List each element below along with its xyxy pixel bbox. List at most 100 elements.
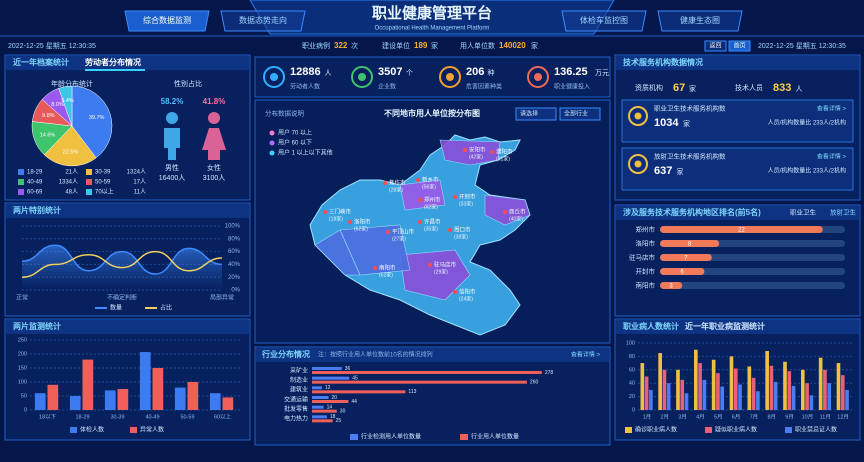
legend-label: 70以上 [95,188,114,196]
city-dot [323,210,327,214]
bar-value: 18 [330,414,336,420]
nav-tab[interactable] [561,10,647,32]
nav-tab[interactable] [657,10,743,32]
y-tick-label: 0% [231,288,240,294]
gender-label: 女性 [207,163,221,172]
bar [823,369,827,410]
summary-unit: 人 [796,85,803,93]
line-series [21,250,223,278]
map-select-label[interactable]: 请选择 [520,110,538,118]
bar-value: 113 [408,389,416,395]
city-count: (42家) [469,153,483,160]
stat-value: 3507 [378,66,402,78]
panel-tab[interactable]: 职业卫生 [790,208,817,217]
bar [139,352,151,410]
stat-value: 136.25 [554,66,588,78]
legend-label: 用户 70 以上 [278,129,312,137]
bar [827,383,832,410]
nav-tab[interactable] [124,10,210,32]
y-tick-label: 20% [228,275,241,281]
panel-title-bar [6,320,249,334]
map-region [399,249,471,301]
y-tick-label: 150 [18,365,27,371]
bar [765,351,769,410]
city-dot [373,266,377,270]
bar [312,400,349,403]
legend-swatch [18,169,24,175]
bar [729,356,734,410]
city-name: 新乡市 [422,175,439,183]
city-dot [383,181,387,185]
nav-tab-label[interactable]: 数据态势走向 [239,15,287,25]
legend-count: 1324人 [127,169,146,176]
city-count: (28家) [389,186,403,193]
bar [666,383,671,410]
city-dot [418,220,422,224]
stat-icon [270,73,278,81]
panel-title-bar [6,204,249,218]
legend-label: 体检人数 [80,426,104,434]
bar [312,390,406,394]
y-tick-label: 采矿业 [290,366,308,374]
rank-label: 开封市 [636,267,656,276]
city-dot [490,150,494,154]
map-region [399,179,446,211]
city-dot [453,195,457,199]
bar [152,368,164,410]
bar [82,359,94,410]
map-select[interactable] [559,107,601,121]
city-count: (29家) [434,268,448,275]
panel-tab[interactable]: 近一年职业病监测统计 [685,321,765,331]
header-button-label[interactable]: 首页 [733,42,745,50]
nav-tab-label[interactable]: 健康生态圈 [680,15,720,25]
map-select[interactable] [515,107,557,121]
nav-tab-label[interactable]: 体检车监控图 [580,15,628,25]
bar [222,397,234,410]
x-tick-label: 4月 [696,413,705,420]
legend-swatch [705,427,712,433]
city-dot [416,178,420,182]
header-button[interactable] [704,40,727,52]
nav-tab-label[interactable]: 综合数据监测 [143,15,191,25]
legend-swatch [460,434,468,440]
legend-count: 11人 [134,189,146,196]
gender-count: 3100人 [203,174,226,182]
map-note: 分布数据说明 [265,109,305,118]
nav-tab[interactable] [220,10,306,32]
stat-unit: 次 [351,41,358,50]
card-link[interactable]: 查看详情 > [817,153,847,161]
panel-tab[interactable]: 放射卫生 [830,208,857,217]
card-unit: 家 [677,167,684,176]
legend-label: 30-39 [95,170,111,176]
city-name: 郑州市 [424,195,441,203]
bar [209,393,221,410]
stat-label: 危害因素种类 [466,83,502,91]
chart-link[interactable]: 查看详情 > [571,351,601,359]
legend-label: 50-59 [95,180,111,186]
bar [662,369,667,410]
panel-tab[interactable]: 近一年档案统计 [13,57,69,67]
bar [660,226,823,233]
legend-swatch [70,427,77,433]
stat-icon [439,66,461,88]
x-tick-label: 2月 [660,413,669,420]
city-count: (56家) [422,183,436,190]
city-name: 安阳市 [469,145,486,153]
city-name: 平顶山市 [392,227,415,235]
card-link[interactable]: 查看详情 > [817,105,847,113]
x-tick-label: 7月 [750,413,759,420]
y-tick-label: 40% [228,262,241,268]
header-button-label[interactable]: 返回 [709,43,721,50]
bar [660,254,712,261]
bar-value: 14 [327,404,333,410]
panel-tab[interactable]: 劳动者分布情况 [85,57,141,67]
city-count: (40家) [509,215,523,222]
bar [312,376,350,380]
bar [312,419,333,423]
city-name: 南阳市 [379,263,396,271]
map-select-label[interactable]: 全部行业 [564,110,588,118]
city-name: 三门峡市 [329,207,352,215]
y-tick-label: 100% [225,224,241,230]
header-button[interactable] [728,40,751,52]
gender-icon [208,112,220,124]
